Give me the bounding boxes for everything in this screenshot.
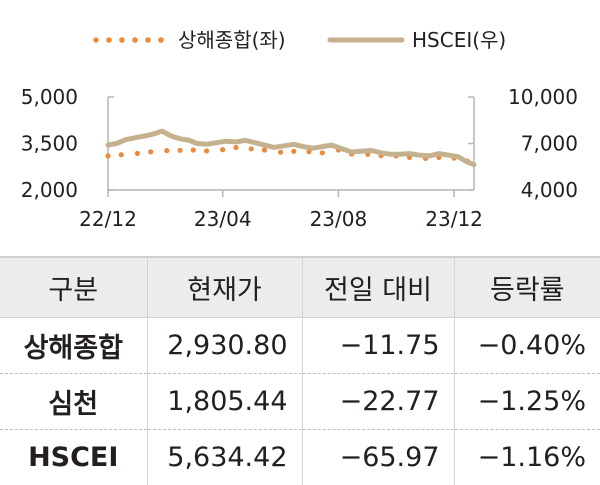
shanghai-data-point bbox=[148, 149, 153, 154]
x-axis-tick-label: 23/04 bbox=[194, 207, 252, 231]
left-axis-tick-label: 2,000 bbox=[21, 178, 78, 202]
legend-shanghai-label: 상해종합(좌) bbox=[178, 28, 286, 52]
table-header-row: 구분 현재가 전일 대비 등락률 bbox=[0, 257, 600, 318]
right-axis-tick-label: 4,000 bbox=[521, 178, 578, 202]
legend-shanghai-swatch-dot bbox=[132, 37, 138, 43]
shanghai-data-point bbox=[164, 148, 169, 153]
right-axis-tick-label: 10,000 bbox=[508, 85, 578, 109]
x-axis-tick-label: 23/12 bbox=[425, 207, 483, 231]
shanghai-data-point bbox=[249, 146, 254, 151]
x-axis-tick-label: 22/12 bbox=[79, 207, 137, 231]
header-rate: 등락률 bbox=[454, 257, 600, 318]
shanghai-data-point bbox=[191, 147, 196, 152]
row-change: −11.75 bbox=[302, 318, 454, 374]
row-name: 심천 bbox=[0, 374, 147, 430]
row-price: 2,930.80 bbox=[147, 318, 302, 374]
row-name: HSCEI bbox=[0, 430, 147, 485]
left-axis-tick-label: 5,000 bbox=[21, 85, 78, 109]
x-axis-tick-label: 23/08 bbox=[310, 207, 368, 231]
shanghai-data-point bbox=[204, 148, 209, 153]
shanghai-data-point bbox=[178, 148, 183, 153]
left-axis-tick-label: 3,500 bbox=[21, 132, 78, 156]
market-table: 구분 현재가 전일 대비 등락률 상해종합 2,930.80 −11.75 −0… bbox=[0, 256, 600, 485]
hscei-series-line bbox=[108, 131, 474, 165]
legend-shanghai-swatch-dot bbox=[158, 37, 164, 43]
legend-shanghai-swatch-dot bbox=[106, 37, 112, 43]
row-price: 5,634.42 bbox=[147, 430, 302, 485]
row-rate: −0.40% bbox=[454, 318, 600, 374]
row-change: −22.77 bbox=[302, 374, 454, 430]
shanghai-data-point bbox=[220, 147, 225, 152]
row-rate: −1.16% bbox=[454, 430, 600, 485]
legend-hscei-label: HSCEI(우) bbox=[412, 28, 506, 52]
row-change: −65.97 bbox=[302, 430, 454, 485]
header-change: 전일 대비 bbox=[302, 257, 454, 318]
right-axis-tick-label: 7,000 bbox=[521, 132, 578, 156]
row-rate: −1.25% bbox=[454, 374, 600, 430]
shanghai-data-point bbox=[105, 153, 110, 158]
row-name: 상해종합 bbox=[0, 318, 147, 374]
table-row: 심천 1,805.44 −22.77 −1.25% bbox=[0, 374, 600, 430]
row-price: 1,805.44 bbox=[147, 374, 302, 430]
legend-shanghai-swatch-dot bbox=[119, 37, 125, 43]
shanghai-data-point bbox=[233, 145, 238, 150]
header-price: 현재가 bbox=[147, 257, 302, 318]
table-row: 상해종합 2,930.80 −11.75 −0.40% bbox=[0, 318, 600, 374]
shanghai-data-point bbox=[135, 151, 140, 156]
legend-shanghai-swatch-dot bbox=[145, 37, 151, 43]
shanghai-data-point bbox=[320, 150, 325, 155]
shanghai-data-point bbox=[119, 152, 124, 157]
shanghai-data-point bbox=[291, 149, 296, 154]
shanghai-data-point bbox=[278, 150, 283, 155]
table-row: HSCEI 5,634.42 −65.97 −1.16% bbox=[0, 430, 600, 485]
shanghai-data-point bbox=[262, 147, 267, 152]
header-category: 구분 bbox=[0, 257, 147, 318]
line-chart: 5,000 3,500 2,000 10,000 7,000 4,000 22/12 23/0… bbox=[0, 0, 600, 252]
chart: 5,000 3,500 2,000 10,000 7,000 4,000 22/12 23/0… bbox=[0, 0, 600, 252]
legend-shanghai-swatch-dot bbox=[93, 37, 99, 43]
